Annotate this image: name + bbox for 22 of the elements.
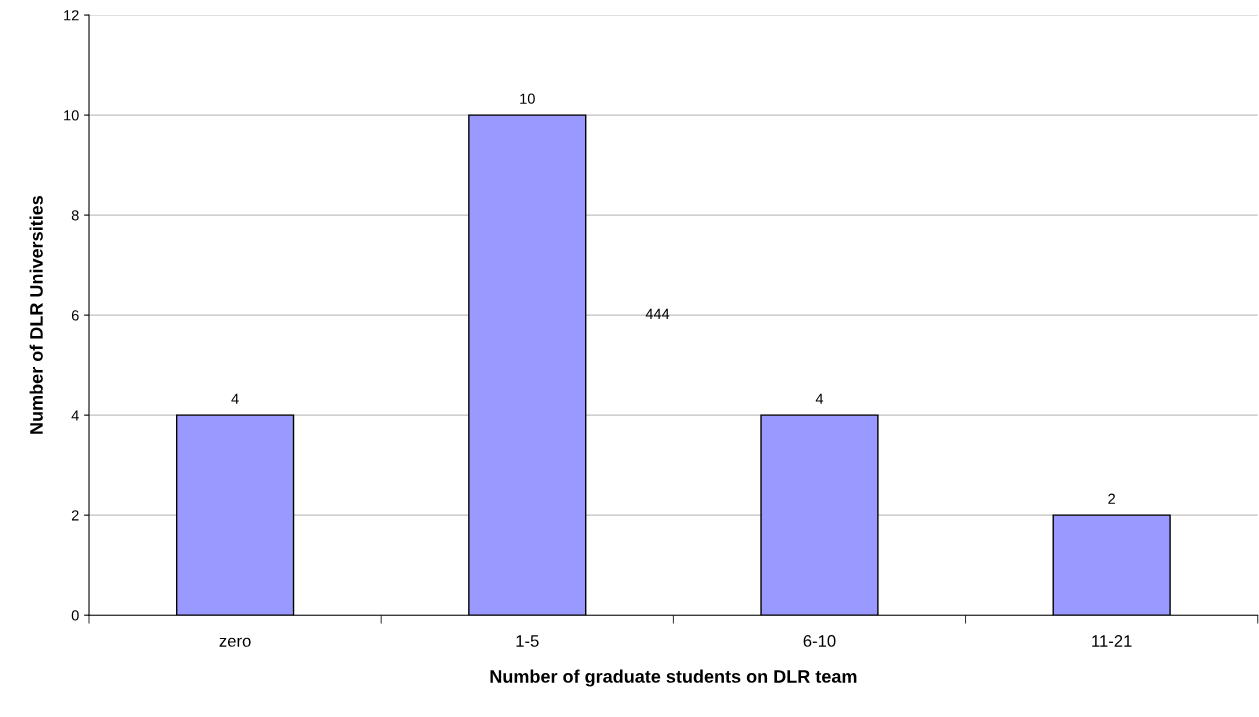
data-label: 4 [231,393,239,404]
bar [175,414,295,616]
data-label: 4 [815,393,824,404]
y-tick-label: 6 [71,310,79,321]
bar [760,414,879,616]
x-axis-title: Number of graduate students on DLR team [490,669,857,687]
bar [1052,514,1171,616]
data-label: 2 [1108,493,1115,504]
bar [468,114,587,616]
y-tick-label: 8 [71,210,79,221]
y-tick-label: 0 [71,610,79,621]
data-label: 10 [520,93,535,104]
y-tick-label: 12 [64,10,79,21]
x-tick-label: 11-21 [1092,635,1132,647]
y-axis-title: Number of DLR Universities [29,195,43,434]
y-tick-label: 10 [64,110,79,121]
y-tick-label: 2 [71,510,79,521]
x-tick-label: zero [219,637,251,647]
y-tick-label: 4 [71,410,79,421]
annotation: 444 [645,308,670,319]
x-tick-label: 6-10 [803,635,836,647]
x-tick-label: 1-5 [516,635,539,647]
